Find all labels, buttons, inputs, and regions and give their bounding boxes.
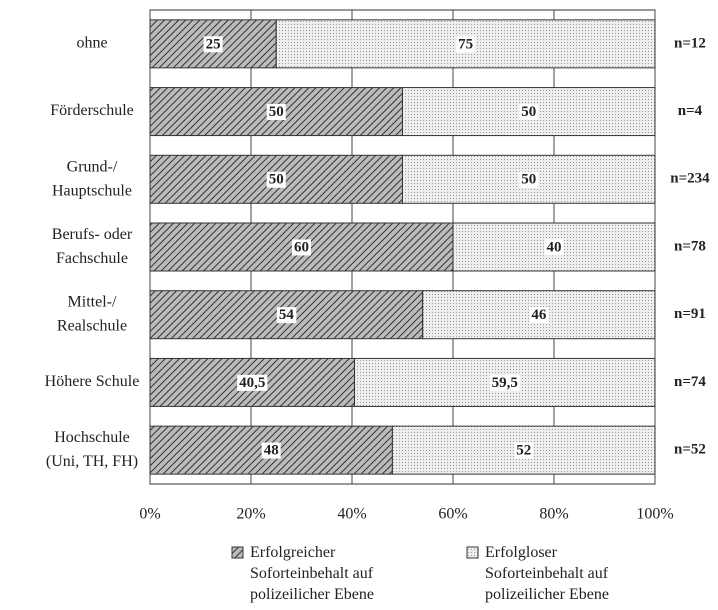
y-tick-label: Grund-/Hauptschule	[52, 158, 132, 199]
data-label: 48	[264, 443, 279, 459]
data-label: 50	[269, 172, 284, 188]
annotation: n=234	[670, 171, 710, 187]
legend-swatch	[231, 546, 244, 559]
annotation: n=78	[674, 238, 706, 254]
annotation: n=74	[674, 374, 706, 390]
label-bg	[514, 442, 534, 459]
label-bg	[266, 171, 286, 188]
data-label: 60	[294, 239, 309, 255]
label-bg	[237, 374, 268, 391]
x-tick-label: 80%	[539, 506, 568, 523]
x-tick-label: 100%	[636, 506, 673, 523]
label-bg	[529, 307, 549, 324]
y-tick-label: Höhere Schule	[45, 373, 140, 390]
label-bg	[519, 104, 539, 121]
data-label: 25	[206, 36, 221, 52]
data-label: 59,5	[492, 375, 518, 391]
legend-swatch	[466, 546, 479, 559]
label-bg	[266, 104, 286, 121]
y-tick-label: ohne	[76, 35, 107, 52]
data-label: 54	[279, 307, 295, 323]
label-bg	[544, 239, 564, 256]
data-label: 50	[521, 104, 536, 120]
data-label: 50	[521, 172, 536, 188]
y-tick-label: Förderschule	[50, 102, 134, 119]
legend-label: Erfolgreicher Soforteinbehalt auf polizeil…	[250, 544, 374, 603]
x-tick-label: 20%	[236, 506, 265, 523]
legend-label: Erfolgloser Soforteinbehalt auf polizeilic…	[485, 544, 609, 603]
data-label: 46	[531, 307, 547, 323]
annotation: n=91	[674, 306, 706, 322]
label-bg	[276, 307, 297, 324]
annotation: n=4	[678, 103, 703, 119]
annotation: n=12	[674, 35, 706, 51]
x-tick-label: 60%	[438, 506, 467, 523]
label-bg	[489, 374, 520, 391]
data-label: 50	[269, 104, 284, 120]
label-bg	[456, 36, 476, 53]
y-tick-label: Mittel-/Realschule	[57, 293, 127, 334]
annotation: n=52	[674, 442, 706, 458]
data-label: 52	[516, 443, 531, 459]
data-label: 40,5	[239, 375, 265, 391]
label-bg	[261, 442, 281, 459]
label-bg	[292, 239, 311, 256]
y-tick-label: Berufs- oder Fachschule	[52, 226, 133, 267]
label-bg	[203, 36, 223, 53]
x-tick-label: 0%	[139, 506, 160, 523]
x-tick-label: 40%	[337, 506, 366, 523]
data-label: 40	[547, 239, 562, 255]
label-bg	[519, 171, 539, 188]
data-label: 75	[458, 36, 473, 52]
y-tick-label: Hochschule (Uni, TH, FH)	[46, 429, 138, 470]
